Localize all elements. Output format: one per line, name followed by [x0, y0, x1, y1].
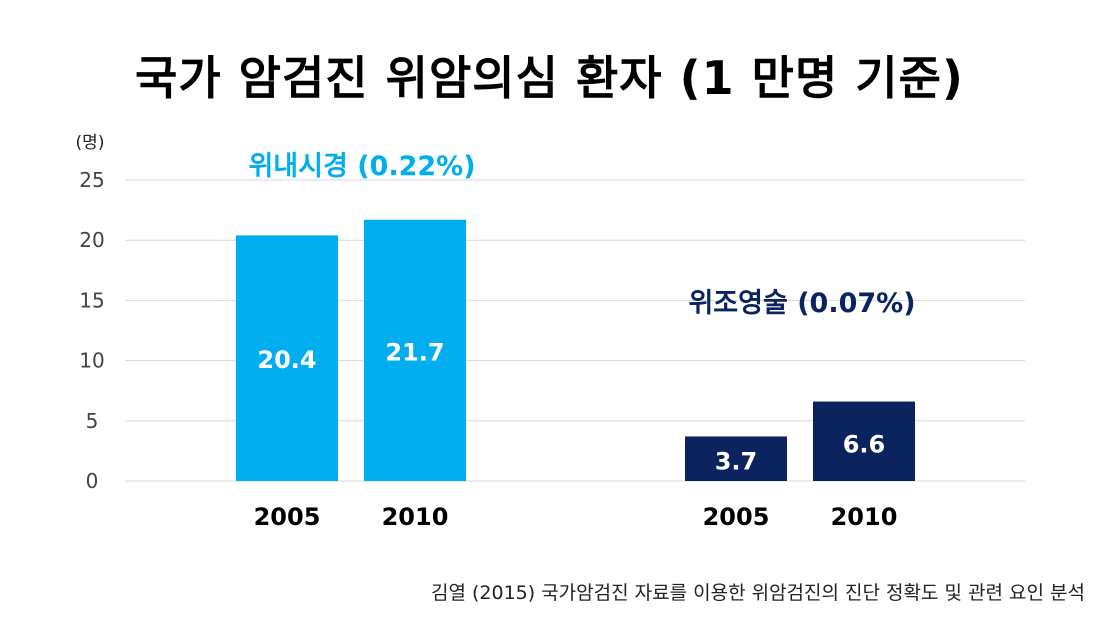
y-tick-label: 0	[86, 469, 99, 493]
y-tick-label: 20	[79, 228, 104, 252]
bar-value-label: 6.6	[843, 430, 886, 458]
y-axis-unit: (명)	[76, 133, 105, 153]
series-label: 위조영술 (0.07%)	[688, 288, 915, 319]
y-tick-label: 10	[79, 349, 104, 373]
bar	[813, 401, 915, 481]
bar	[364, 219, 466, 481]
bar	[236, 235, 338, 481]
x-category-label: 2005	[703, 503, 770, 531]
x-category-label: 2005	[254, 503, 321, 531]
chart-title: 국가 암검진 위암의심 환자 (1 만명 기준)	[135, 51, 964, 105]
x-category-label: 2010	[382, 503, 449, 531]
bar-value-label: 21.7	[385, 338, 444, 366]
bar	[685, 436, 787, 481]
bar-value-label: 20.4	[257, 346, 316, 374]
y-tick-label: 25	[79, 168, 104, 192]
x-category-label: 2010	[831, 503, 898, 531]
source-citation: 김열 (2015) 국가암검진 자료를 이용한 위암검진의 진단 정확도 및 관…	[430, 582, 1085, 604]
y-tick-label: 15	[79, 288, 104, 312]
series-label: 위내시경 (0.22%)	[248, 151, 475, 182]
y-tick-label: 5	[86, 409, 99, 433]
bar-value-label: 3.7	[715, 448, 758, 476]
